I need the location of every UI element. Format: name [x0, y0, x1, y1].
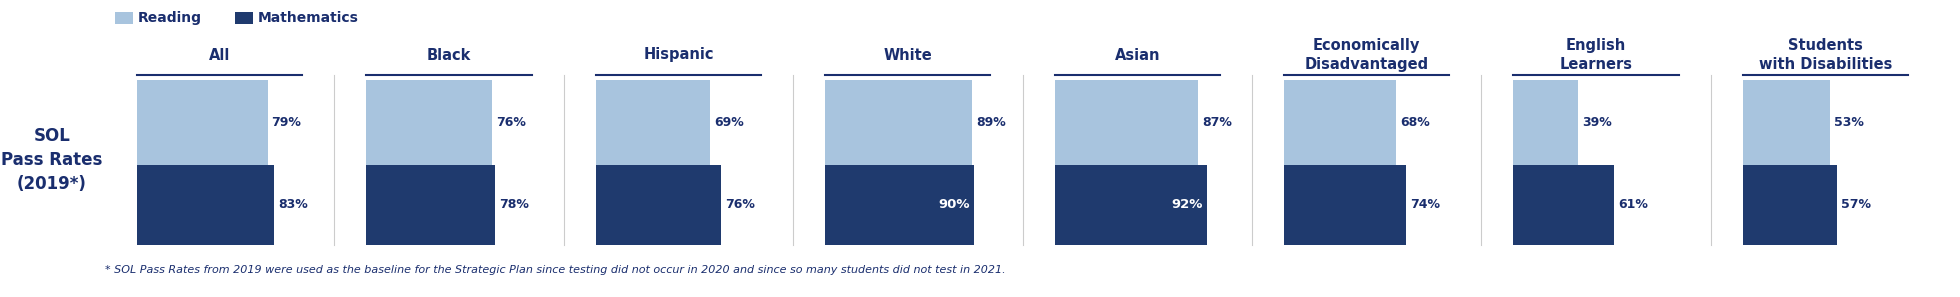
Text: Hispanic: Hispanic — [643, 48, 713, 62]
Bar — [596, 80, 710, 165]
Text: * SOL Pass Rates from 2019 were used as the baseline for the Strategic Plan sinc: * SOL Pass Rates from 2019 were used as … — [106, 265, 1005, 275]
Bar — [137, 165, 274, 245]
Bar — [1284, 165, 1405, 245]
Text: 61%: 61% — [1619, 198, 1648, 211]
Bar — [1742, 165, 1837, 245]
Text: All: All — [210, 48, 231, 62]
Text: 83%: 83% — [278, 198, 308, 211]
Bar — [235, 12, 253, 24]
Text: Black: Black — [427, 48, 470, 62]
Text: Students
with Disabilities: Students with Disabilities — [1758, 38, 1891, 72]
Text: 92%: 92% — [1172, 198, 1203, 211]
Text: 74%: 74% — [1409, 198, 1441, 211]
Bar — [825, 80, 972, 165]
Bar — [1742, 80, 1831, 165]
Text: 78%: 78% — [500, 198, 529, 211]
Bar — [1284, 80, 1396, 165]
Bar — [1054, 80, 1198, 165]
Text: Reading: Reading — [137, 11, 202, 25]
Bar — [116, 12, 133, 24]
Text: 87%: 87% — [1201, 116, 1233, 129]
Bar — [596, 165, 721, 245]
Text: 76%: 76% — [496, 116, 525, 129]
Text: 76%: 76% — [725, 198, 755, 211]
Text: Economically
Disadvantaged: Economically Disadvantaged — [1305, 38, 1429, 72]
Text: English
Learners: English Learners — [1560, 38, 1633, 72]
Bar — [367, 165, 496, 245]
Bar — [137, 80, 269, 165]
Bar — [825, 165, 974, 245]
Bar — [1513, 80, 1578, 165]
Text: Asian: Asian — [1115, 48, 1160, 62]
Text: 68%: 68% — [1399, 116, 1431, 129]
Text: 79%: 79% — [272, 116, 302, 129]
Text: Mathematics: Mathematics — [259, 11, 359, 25]
Bar — [367, 80, 492, 165]
Text: 90%: 90% — [939, 198, 970, 211]
Text: SOL
Pass Rates
(2019*): SOL Pass Rates (2019*) — [2, 127, 102, 192]
Text: White: White — [884, 48, 933, 62]
Text: 39%: 39% — [1582, 116, 1611, 129]
Text: 69%: 69% — [713, 116, 743, 129]
Text: 53%: 53% — [1835, 116, 1864, 129]
Text: 57%: 57% — [1840, 198, 1872, 211]
Bar — [1054, 165, 1207, 245]
Text: 89%: 89% — [976, 116, 1005, 129]
Bar — [1513, 165, 1615, 245]
